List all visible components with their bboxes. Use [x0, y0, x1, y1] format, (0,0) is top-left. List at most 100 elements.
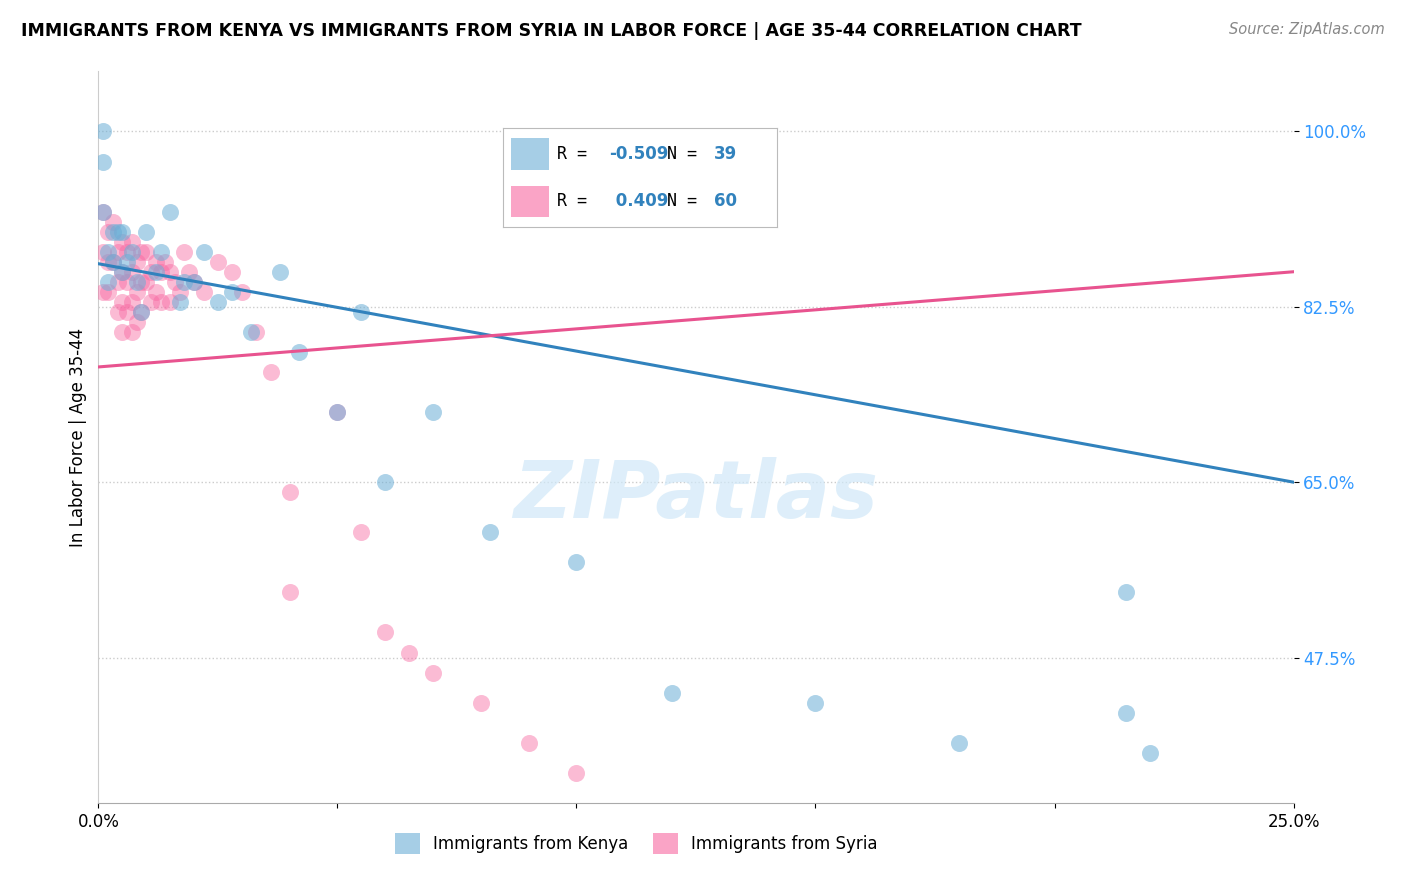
- Point: [179, 265, 201, 279]
- Text: Source: ZipAtlas.com: Source: ZipAtlas.com: [1229, 22, 1385, 37]
- Point: [145, 254, 167, 268]
- Point: [111, 265, 134, 279]
- Point: [91, 124, 114, 138]
- Point: [111, 325, 134, 339]
- Point: [193, 285, 215, 299]
- Point: [131, 305, 153, 319]
- Bar: [510, 186, 550, 218]
- Point: [91, 154, 114, 169]
- Text: N =: N =: [666, 145, 707, 162]
- Point: [97, 254, 120, 268]
- Text: R =: R =: [557, 193, 607, 211]
- Point: [278, 585, 301, 599]
- Point: [231, 285, 253, 299]
- Legend: Immigrants from Kenya, Immigrants from Syria: Immigrants from Kenya, Immigrants from S…: [388, 827, 884, 860]
- Point: [517, 736, 540, 750]
- Point: [115, 254, 138, 268]
- Point: [145, 285, 167, 299]
- Point: [97, 225, 120, 239]
- Point: [948, 736, 970, 750]
- Point: [101, 254, 124, 268]
- Point: [159, 204, 181, 219]
- Point: [661, 685, 683, 699]
- Point: [374, 625, 396, 640]
- Point: [121, 294, 143, 309]
- Point: [111, 265, 134, 279]
- Point: [111, 235, 134, 249]
- Text: 60: 60: [714, 193, 737, 211]
- Point: [398, 646, 420, 660]
- Point: [479, 525, 502, 540]
- Point: [139, 265, 162, 279]
- Point: [350, 525, 373, 540]
- Text: 0.409: 0.409: [610, 193, 668, 211]
- Text: IMMIGRANTS FROM KENYA VS IMMIGRANTS FROM SYRIA IN LABOR FORCE | AGE 35-44 CORREL: IMMIGRANTS FROM KENYA VS IMMIGRANTS FROM…: [21, 22, 1081, 40]
- Y-axis label: In Labor Force | Age 35-44: In Labor Force | Age 35-44: [69, 327, 87, 547]
- Point: [207, 254, 229, 268]
- Point: [115, 275, 138, 289]
- Point: [163, 275, 186, 289]
- Point: [804, 696, 827, 710]
- Point: [173, 244, 195, 259]
- Point: [326, 405, 349, 419]
- Point: [183, 275, 205, 289]
- Point: [107, 225, 129, 239]
- Point: [121, 265, 143, 279]
- Point: [350, 305, 373, 319]
- Point: [207, 294, 229, 309]
- Point: [121, 325, 143, 339]
- Text: R =: R =: [557, 145, 598, 162]
- Point: [278, 485, 301, 500]
- Point: [159, 265, 181, 279]
- Point: [125, 254, 148, 268]
- Point: [193, 244, 215, 259]
- Point: [259, 365, 281, 379]
- Point: [97, 285, 120, 299]
- Point: [125, 285, 148, 299]
- Point: [374, 475, 396, 490]
- Point: [131, 305, 153, 319]
- Point: [111, 225, 134, 239]
- Point: [159, 294, 181, 309]
- Point: [326, 405, 349, 419]
- Text: -0.509: -0.509: [610, 145, 669, 162]
- Point: [91, 204, 114, 219]
- Point: [111, 294, 134, 309]
- Point: [149, 244, 172, 259]
- Point: [221, 285, 243, 299]
- Point: [131, 275, 153, 289]
- Point: [565, 765, 588, 780]
- Point: [183, 275, 205, 289]
- Point: [135, 275, 157, 289]
- Point: [145, 265, 167, 279]
- Point: [149, 265, 172, 279]
- Point: [422, 665, 444, 680]
- Point: [169, 294, 191, 309]
- Point: [107, 275, 129, 289]
- Point: [135, 225, 157, 239]
- Point: [121, 244, 143, 259]
- Point: [1115, 585, 1137, 599]
- Point: [422, 405, 444, 419]
- Point: [91, 244, 114, 259]
- Point: [97, 275, 120, 289]
- Point: [115, 305, 138, 319]
- Point: [101, 225, 124, 239]
- Point: [101, 214, 124, 228]
- Bar: [510, 137, 550, 169]
- Point: [173, 275, 195, 289]
- Point: [470, 696, 492, 710]
- Point: [169, 285, 191, 299]
- Point: [155, 254, 177, 268]
- Point: [1139, 746, 1161, 760]
- Point: [107, 305, 129, 319]
- Point: [125, 315, 148, 329]
- Point: [245, 325, 267, 339]
- Point: [101, 254, 124, 268]
- Point: [97, 244, 120, 259]
- Text: N =: N =: [666, 193, 707, 211]
- Point: [121, 235, 143, 249]
- Point: [565, 555, 588, 569]
- Point: [91, 204, 114, 219]
- Point: [1115, 706, 1137, 720]
